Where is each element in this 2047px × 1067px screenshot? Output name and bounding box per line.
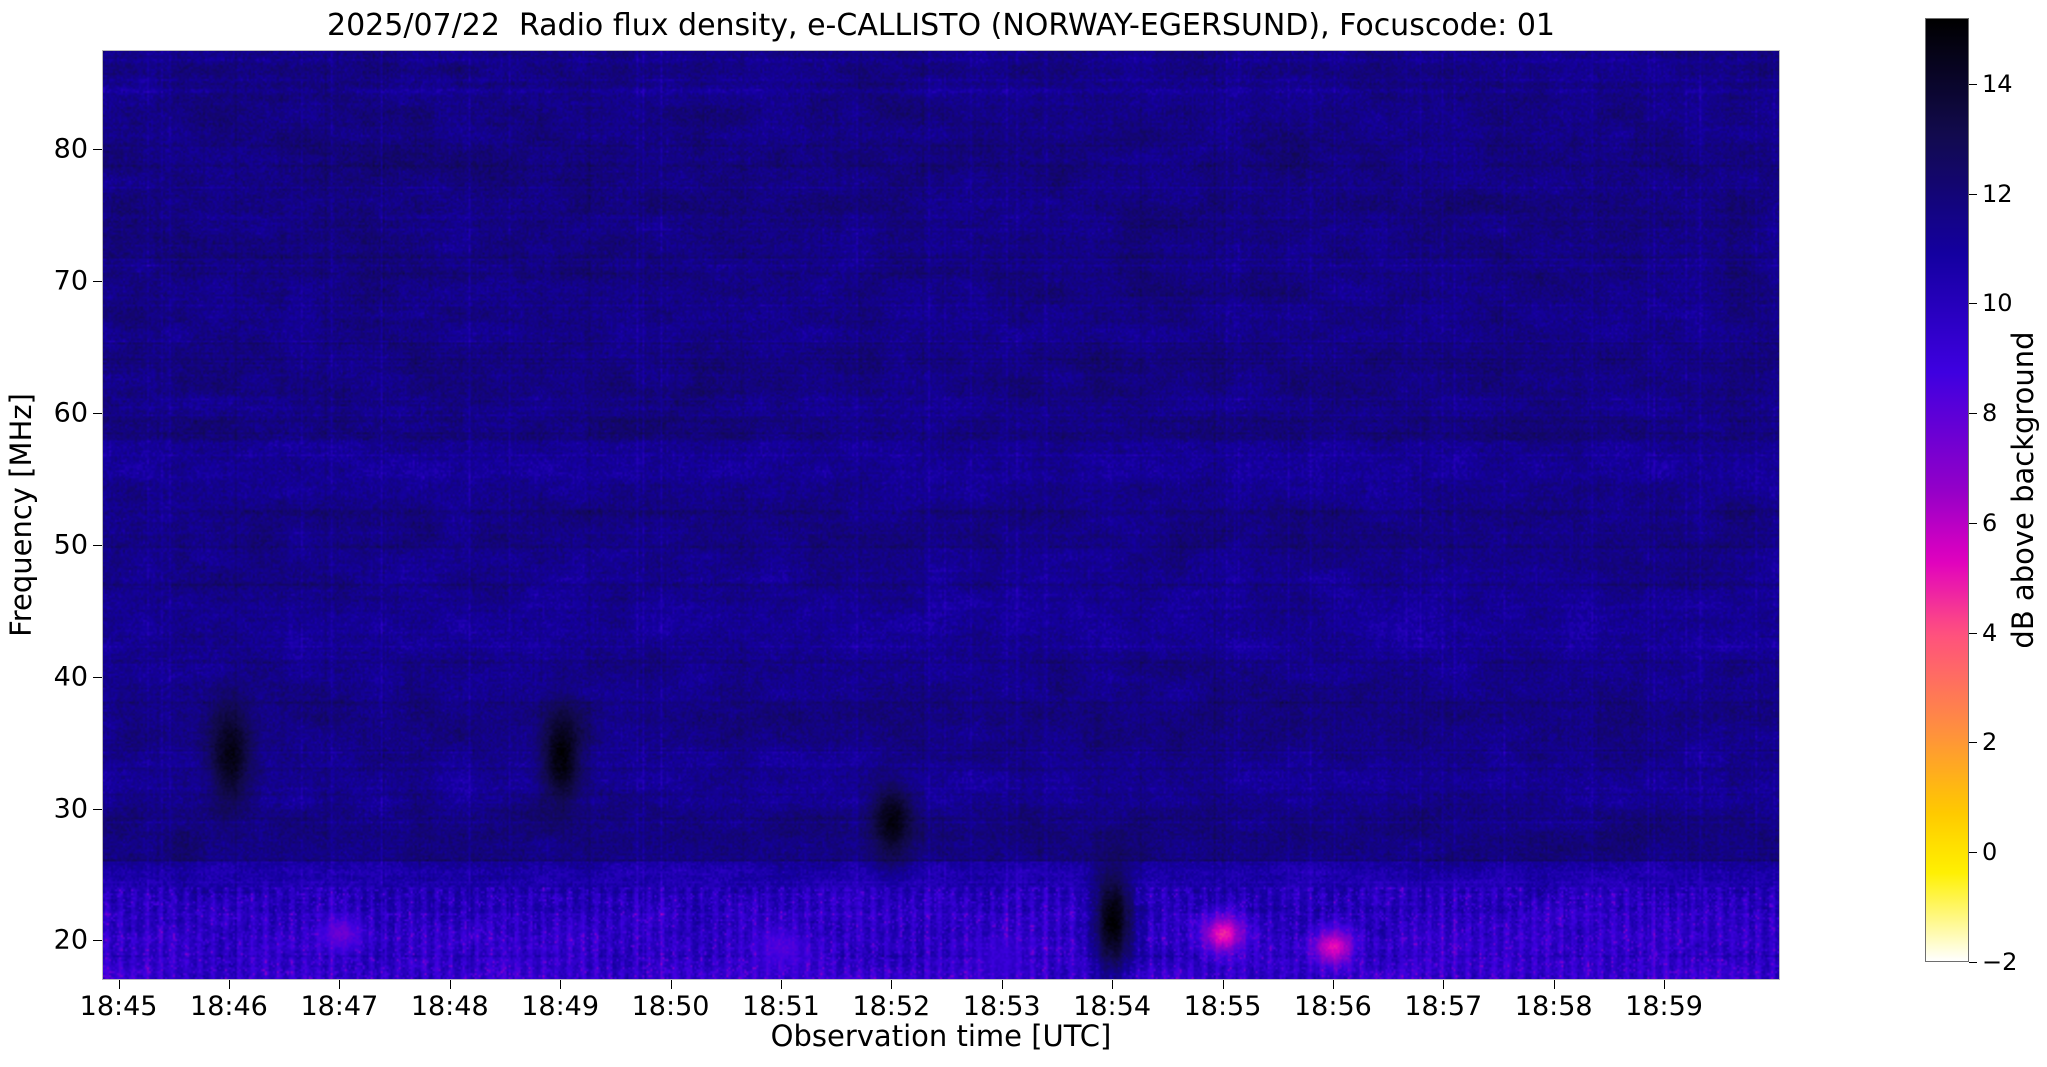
y-tick-mark xyxy=(93,280,102,282)
x-tick-mark xyxy=(449,980,451,989)
colorbar-tick-label: 10 xyxy=(1982,289,2013,318)
x-tick-mark xyxy=(560,980,562,989)
x-tick-label: 18:51 xyxy=(742,991,820,1022)
colorbar-tick-label: 8 xyxy=(1982,399,1998,428)
y-axis-label: Frequency [MHz] xyxy=(4,393,38,637)
x-tick-label: 18:52 xyxy=(852,991,931,1022)
y-tick-label: 50 xyxy=(53,529,88,561)
x-axis: 18:45 18:46 18:47 18:48 18:49 18:50 18:51 18:52… xyxy=(80,980,1780,1026)
colorbar-tick-label: 12 xyxy=(1982,179,2013,208)
x-tick-label: 18:48 xyxy=(410,991,489,1022)
colorbar-tick-label: 14 xyxy=(1982,69,2013,98)
x-tick-mark xyxy=(1553,980,1555,989)
x-tick-label: 18:59 xyxy=(1625,991,1703,1022)
colorbar-tick-label: 0 xyxy=(1982,838,1998,867)
y-tick-mark xyxy=(93,412,102,414)
x-tick-mark xyxy=(1443,980,1445,989)
colorbar-tick-mark xyxy=(1969,742,1977,744)
x-tick-mark xyxy=(339,980,341,989)
y-tick-label: 70 xyxy=(53,265,88,297)
x-tick-label: 18:47 xyxy=(300,991,379,1022)
y-tick-mark xyxy=(93,940,102,942)
x-tick-label: 18:45 xyxy=(79,991,158,1022)
x-axis-label: Observation time [UTC] xyxy=(770,1019,1112,1053)
y-tick-mark xyxy=(93,676,102,678)
colorbar-label-container: dB above background xyxy=(2000,18,2046,962)
colorbar-gradient xyxy=(1926,19,1968,961)
x-tick-label: 18:54 xyxy=(1073,991,1152,1022)
x-tick-label: 18:46 xyxy=(190,991,268,1022)
colorbar-tick-mark xyxy=(1969,522,1977,524)
y-axis-label-container: Frequency [MHz] xyxy=(0,50,42,980)
colorbar-tick-mark xyxy=(1969,303,1977,305)
colorbar-tick-mark xyxy=(1969,193,1977,195)
colorbar-tick-label: 2 xyxy=(1982,728,1998,757)
x-tick-mark xyxy=(891,980,893,989)
x-tick-mark xyxy=(1112,980,1114,989)
colorbar-tick-mark xyxy=(1969,962,1977,963)
y-tick-label: 20 xyxy=(53,924,88,956)
y-tick-mark xyxy=(93,148,102,150)
y-tick-mark xyxy=(93,544,102,546)
page-title: 2025/07/22 Radio flux density, e-CALLIST… xyxy=(327,8,1555,43)
colorbar-tick-mark xyxy=(1969,852,1977,854)
x-tick-label: 18:49 xyxy=(521,991,600,1022)
colorbar xyxy=(1925,18,1969,962)
x-tick-mark xyxy=(1222,980,1224,989)
spectrogram-image xyxy=(103,51,1779,979)
y-tick-label: 30 xyxy=(53,793,88,824)
spectrogram-plot-area xyxy=(102,50,1780,980)
y-tick-label: 40 xyxy=(53,661,88,693)
x-tick-mark xyxy=(228,980,230,989)
y-tick-mark xyxy=(93,808,102,810)
x-tick-label: 18:56 xyxy=(1293,991,1372,1022)
x-tick-mark xyxy=(670,980,672,989)
x-tick-mark xyxy=(780,980,782,989)
colorbar-tick-mark xyxy=(1969,413,1977,415)
colorbar-label: dB above background xyxy=(2006,331,2040,649)
x-tick-label: 18:55 xyxy=(1183,991,1262,1022)
y-axis: 80 70 60 50 40 30 20 xyxy=(0,50,102,980)
colorbar-tick-label: 4 xyxy=(1982,618,1998,647)
spectrogram-heatmap xyxy=(103,51,1779,979)
y-tick-label: 60 xyxy=(53,397,88,429)
x-tick-label: 18:58 xyxy=(1514,991,1593,1022)
colorbar-tick-label: 6 xyxy=(1982,508,1998,537)
x-tick-label: 18:57 xyxy=(1404,991,1483,1022)
x-tick-mark xyxy=(1001,980,1003,989)
x-tick-mark xyxy=(1332,980,1334,989)
colorbar-tick-label: −2 xyxy=(1982,948,2018,976)
x-tick-mark xyxy=(118,980,120,989)
x-tick-label: 18:53 xyxy=(962,991,1041,1022)
colorbar-tick-container: −2 0 2 4 6 8 10 12 14 xyxy=(1969,18,2029,974)
x-tick-label: 18:50 xyxy=(631,991,710,1022)
x-tick-mark xyxy=(1664,980,1666,989)
y-tick-label: 80 xyxy=(53,133,88,165)
colorbar-tick-mark xyxy=(1969,83,1977,85)
colorbar-tick-mark xyxy=(1969,632,1977,634)
